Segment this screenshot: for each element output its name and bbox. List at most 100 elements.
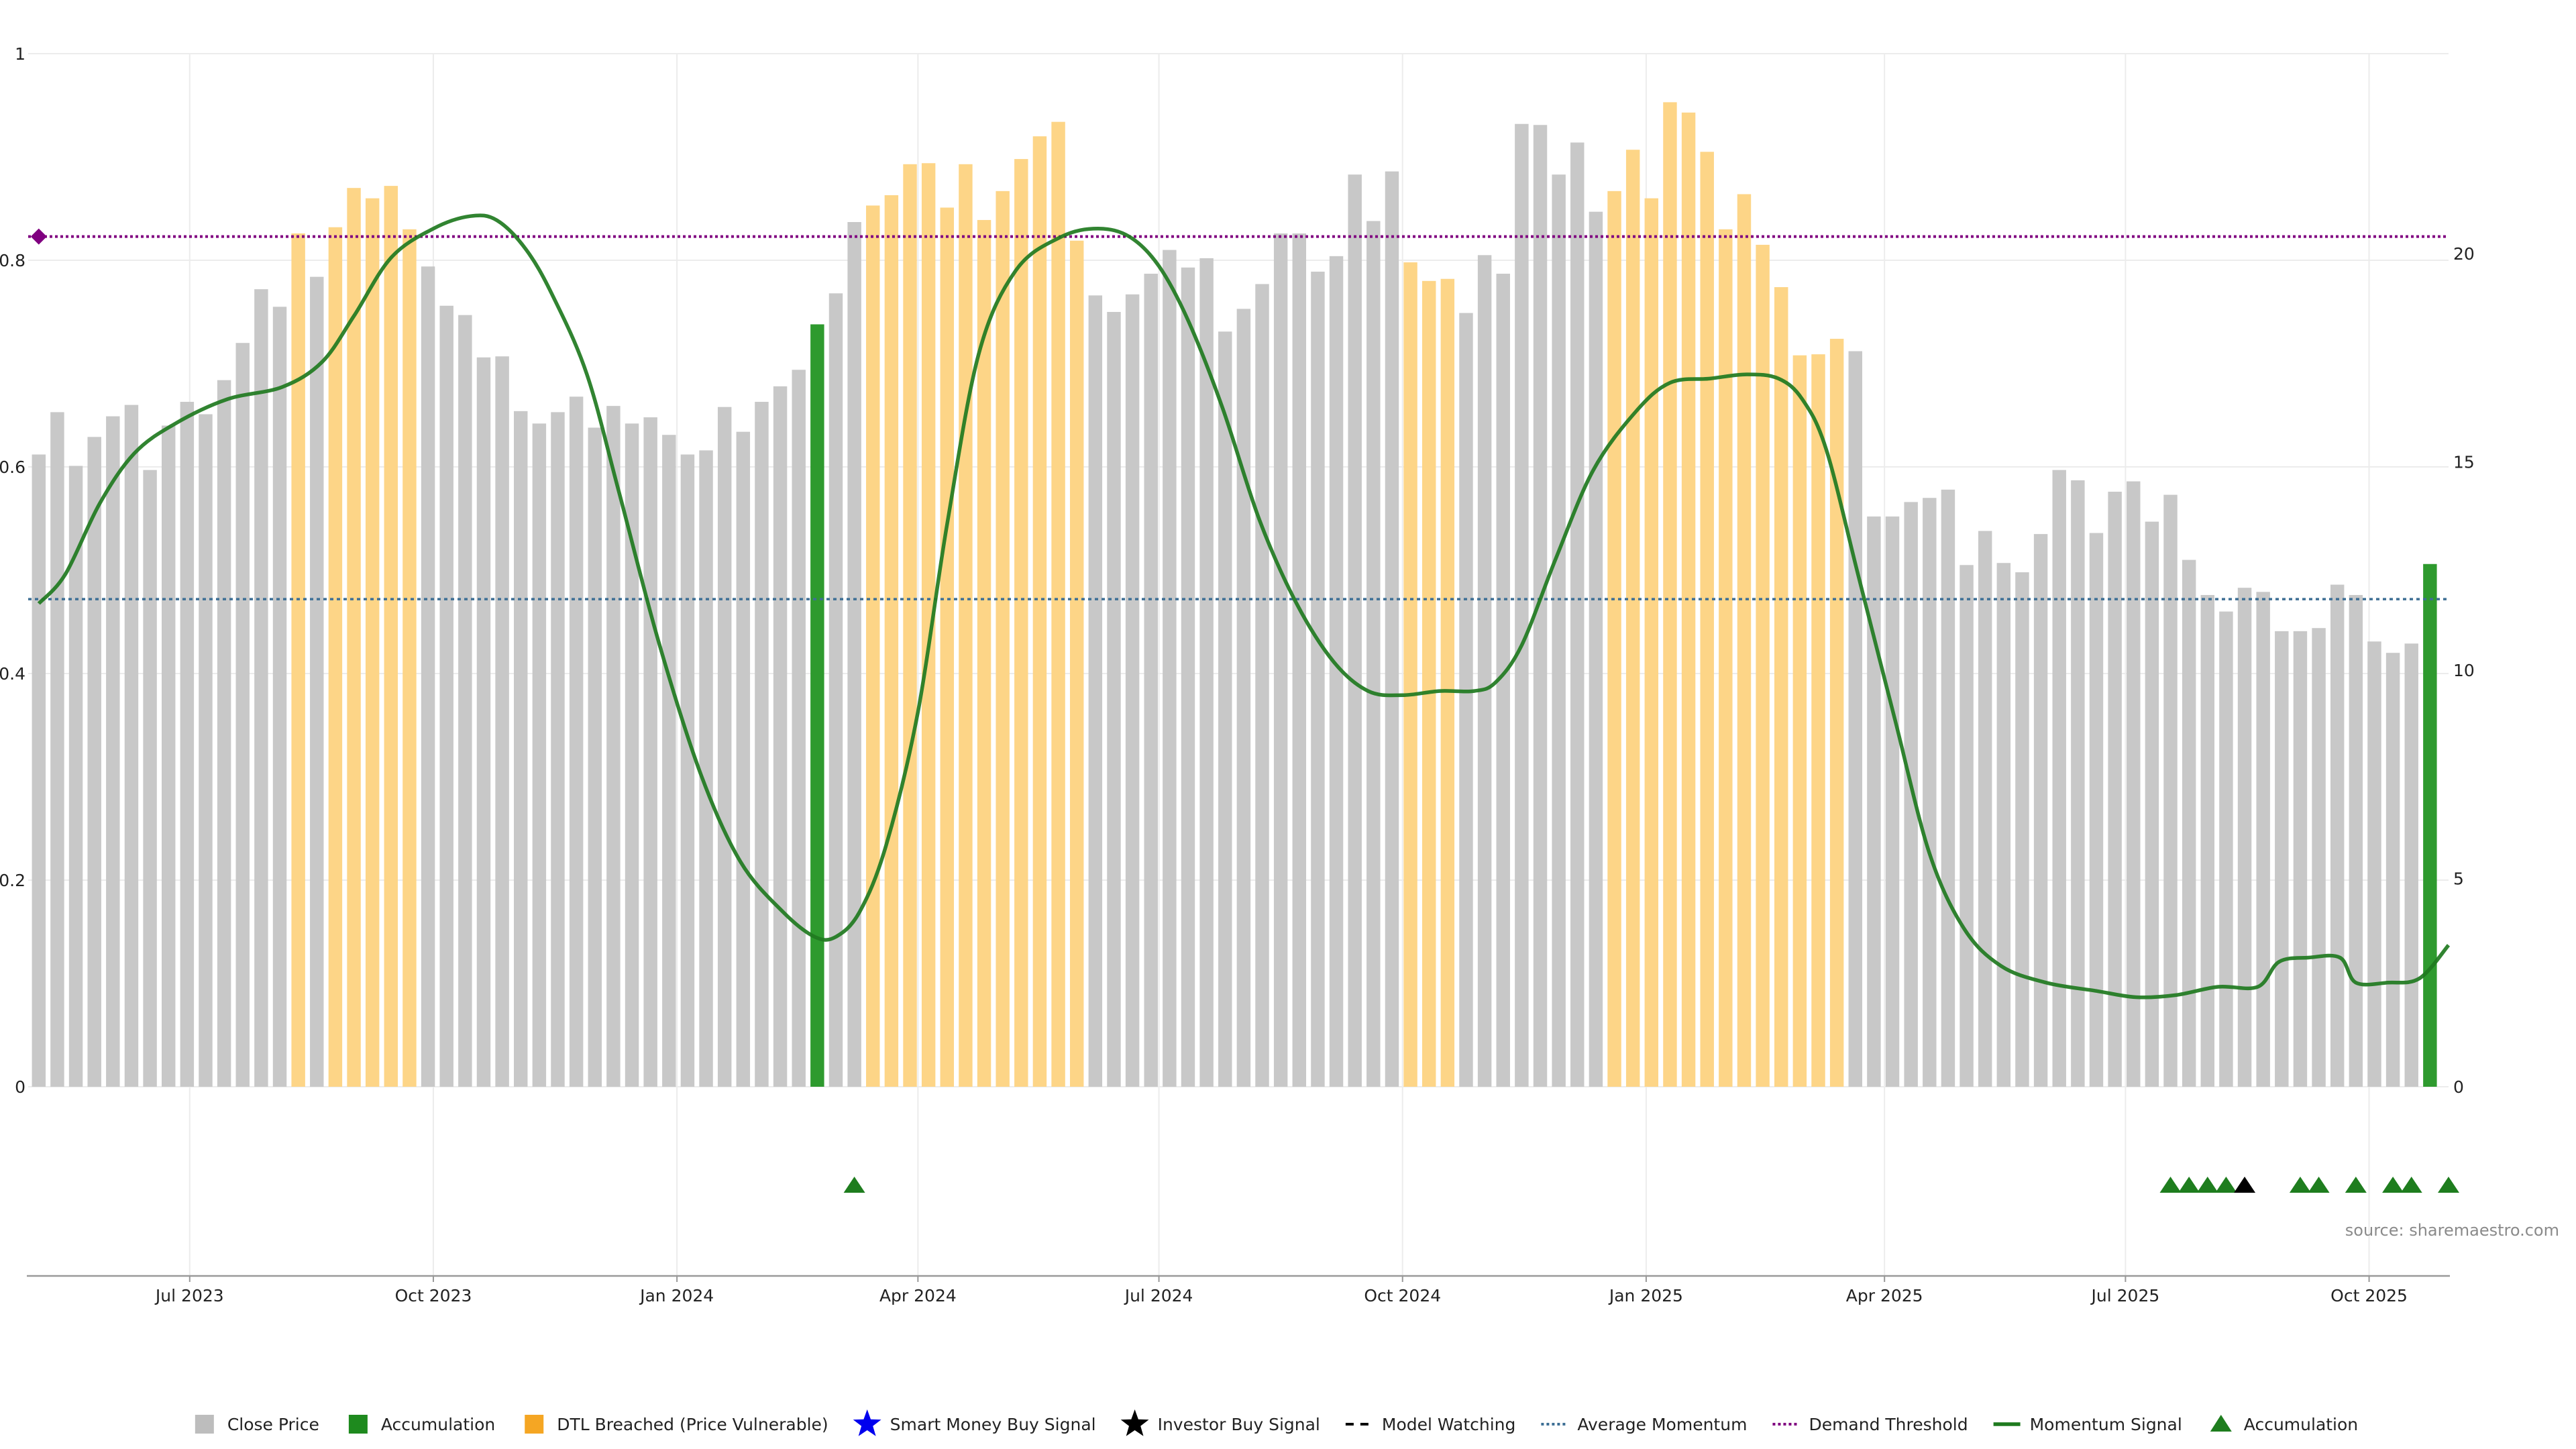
x-tick-label: Apr 2025 xyxy=(1846,1286,1923,1305)
close-price-bar xyxy=(1459,313,1473,1087)
close-price-bar xyxy=(1867,516,1881,1087)
close-price-bar xyxy=(2367,641,2381,1087)
dtl-breached-bar xyxy=(1644,198,1659,1087)
accumulation-signal-marker xyxy=(2215,1177,2237,1193)
dtl-breached-bar xyxy=(1607,191,1621,1087)
close-price-bar xyxy=(32,454,46,1087)
close-price-bar xyxy=(717,407,732,1087)
legend-item: Demand Threshold xyxy=(1772,1415,1968,1434)
legend-label: Investor Buy Signal xyxy=(1158,1415,1320,1434)
x-tick-label: Jul 2025 xyxy=(2090,1286,2160,1305)
close-price-bar xyxy=(1496,274,1510,1087)
legend-label: Average Momentum xyxy=(1577,1415,1747,1434)
dtl-breached-bar xyxy=(1700,152,1714,1087)
dtl-breached-bar xyxy=(1719,229,1733,1087)
close-price-bar xyxy=(1199,258,1214,1087)
close-price-bar xyxy=(2219,611,2233,1087)
x-tick-label: Jan 2024 xyxy=(639,1286,714,1305)
y-right-tick-label: 0 xyxy=(2453,1077,2464,1097)
y-left-tick-label: 1 xyxy=(15,44,25,64)
close-price-bar xyxy=(1125,294,1140,1087)
legend-item: Close Price xyxy=(195,1415,319,1434)
close-price-bar xyxy=(199,414,213,1087)
close-price-bar xyxy=(1978,531,1992,1087)
close-price-bar xyxy=(310,276,324,1087)
close-price-bar xyxy=(2145,521,2159,1087)
investor-buy-signal-marker xyxy=(2234,1177,2256,1193)
legend-item: Average Momentum xyxy=(1541,1415,1747,1434)
lines-layer xyxy=(28,228,2449,600)
accumulation-signal-marker xyxy=(2178,1177,2200,1193)
legend-label: Smart Money Buy Signal xyxy=(890,1415,1096,1434)
accumulation-signal-marker xyxy=(843,1177,865,1193)
close-price-bar xyxy=(662,435,676,1087)
legend-item: Accumulation xyxy=(2210,1415,2358,1434)
legend-item: Model Watching xyxy=(1345,1415,1516,1434)
legend-label: Model Watching xyxy=(1382,1415,1516,1434)
close-price-bar xyxy=(2385,653,2400,1087)
dtl-breached-bar xyxy=(1774,287,1788,1087)
dtl-breached-bar xyxy=(1403,262,1417,1087)
dtl-breached-bar xyxy=(1756,244,1770,1087)
y-left-tick-label: 0 xyxy=(15,1077,25,1097)
x-tick-label: Jul 2023 xyxy=(154,1286,224,1305)
close-price-bar xyxy=(569,396,584,1087)
legend-label: Momentum Signal xyxy=(2030,1415,2182,1434)
close-price-bar xyxy=(1236,309,1251,1087)
close-price-bar xyxy=(1273,233,1288,1087)
close-price-bar xyxy=(254,289,268,1087)
close-price-bar xyxy=(680,454,695,1087)
dtl-breached-bar xyxy=(884,195,899,1087)
close-price-bar xyxy=(1589,211,1603,1087)
investor-star-icon xyxy=(1120,1409,1149,1436)
x-tick-label: Oct 2023 xyxy=(395,1286,472,1305)
accumulation-bar xyxy=(810,324,824,1087)
close-price-bar xyxy=(2163,494,2178,1087)
close-price-bar xyxy=(217,380,231,1087)
close-price-bar xyxy=(1941,489,1955,1087)
close-price-bar xyxy=(625,423,639,1087)
close-price-bar xyxy=(792,370,806,1087)
close-price-bar xyxy=(847,222,861,1087)
close-price-bar xyxy=(1107,312,1121,1087)
close-price-bar xyxy=(2200,594,2215,1087)
legend-label: Demand Threshold xyxy=(1809,1415,1968,1434)
accumulation-signal-marker xyxy=(2345,1177,2367,1193)
legend-label: Accumulation xyxy=(381,1415,495,1434)
close-price-bar xyxy=(235,343,250,1087)
close-price-bar xyxy=(2256,592,2270,1087)
dtl-breached-bar xyxy=(1421,280,1436,1087)
close-price-bar xyxy=(1292,233,1307,1087)
x-tick-label: Oct 2024 xyxy=(1364,1286,1441,1305)
dtl-breached-bar xyxy=(1440,278,1455,1087)
close-price-bar xyxy=(180,401,195,1087)
dtl-breached-bar xyxy=(996,191,1010,1087)
dtl-breached-bar xyxy=(977,219,991,1087)
legend-item: Smart Money Buy Signal xyxy=(853,1409,1096,1436)
close-price-bar xyxy=(495,356,509,1087)
dtl-breached-bar xyxy=(1051,121,1065,1087)
accumulation-signal-marker xyxy=(2382,1177,2404,1193)
bars-layer xyxy=(32,102,2437,1087)
close-price-bar xyxy=(2052,470,2066,1087)
legend: Close Price Accumulation DTL Breached (Pri… xyxy=(195,1409,2358,1436)
y-left-tick-label: 0.6 xyxy=(0,458,25,477)
dtl-breached-bar xyxy=(959,164,973,1087)
legend-label: DTL Breached (Price Vulnerable) xyxy=(557,1415,828,1434)
y-left-tick-label: 0.2 xyxy=(0,871,25,890)
close-price-bar xyxy=(2330,584,2345,1087)
close-price-bar xyxy=(1088,295,1103,1087)
close-price-bar xyxy=(2293,631,2308,1087)
source-label: source: sharemaestro.com xyxy=(2345,1221,2559,1240)
x-tick-label: Jan 2025 xyxy=(1608,1286,1683,1305)
legend-swatch xyxy=(195,1415,214,1434)
close-price-bar xyxy=(272,307,287,1087)
close-price-bar xyxy=(532,423,547,1087)
close-price-bar xyxy=(1181,267,1195,1087)
close-price-bar xyxy=(551,412,565,1087)
x-tick-label: Apr 2024 xyxy=(879,1286,957,1305)
close-price-bar xyxy=(161,425,176,1087)
close-price-bar xyxy=(1366,221,1381,1087)
dtl-breached-bar xyxy=(347,188,361,1087)
